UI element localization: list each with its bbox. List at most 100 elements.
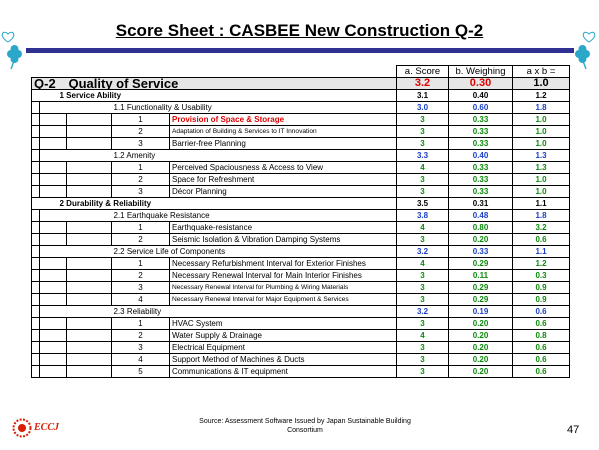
indent-cell: [31, 221, 40, 234]
product-cell: 1.0: [512, 137, 570, 150]
weighting-cell: 0.29: [448, 281, 513, 294]
product-cell: 1.2: [512, 89, 570, 102]
item-label: Earthquake-resistance: [169, 221, 397, 234]
table-row: 1 Perceived Spaciousness & Access to View…: [31, 161, 570, 174]
indent-cell: [39, 161, 67, 174]
indent-cell: [31, 161, 40, 174]
product-cell: 0.8: [512, 329, 570, 342]
indent-cell: [66, 161, 112, 174]
weighting-cell: 0.11: [448, 269, 513, 282]
weighting-cell: 0.20: [448, 365, 513, 378]
item-label: Water Supply & Drainage: [169, 329, 397, 342]
subcategory-label: 1.2 Amenity: [66, 149, 397, 162]
q2-code: Q-2: [31, 77, 67, 90]
item-number: 2: [111, 173, 170, 186]
product-cell: 1.1: [512, 245, 570, 258]
table-row: 2 Space for Refreshment 3 0.33 1.0: [31, 173, 570, 186]
product-cell: 0.6: [512, 341, 570, 354]
item-number: 2: [111, 269, 170, 282]
indent-cell: [39, 329, 67, 342]
indent-cell: [31, 173, 40, 186]
score-cell: 3: [396, 341, 449, 354]
subcategory-label: 2.2 Service Life of Components: [66, 245, 397, 258]
item-label: Barrier-free Planning: [169, 137, 397, 150]
indent-cell: [31, 113, 40, 126]
score-cell: 3: [396, 353, 449, 366]
table-row: 2 Seismic Isolation & Vibration Damping S…: [31, 233, 570, 246]
product-cell: 1.2: [512, 257, 570, 270]
product-cell: 0.9: [512, 281, 570, 294]
indent-cell: [66, 185, 112, 198]
item-label: Necessary Renewal Interval for Main Inte…: [169, 269, 397, 282]
product-cell: 0.6: [512, 305, 570, 318]
indent-cell: [66, 281, 112, 294]
score-cell: 3.2: [396, 245, 449, 258]
subcategory-row: 1.2 Amenity 3.3 0.40 1.3: [31, 149, 570, 162]
indent-cell: [39, 209, 67, 222]
item-number: 4: [111, 293, 170, 306]
weighting-cell: 0.20: [448, 233, 513, 246]
table-row: 5 Communications & IT equipment 3 0.20 0.6: [31, 365, 570, 378]
table-row: 4 Necessary Renewal Interval for Major Eq…: [31, 293, 570, 306]
indent-cell: [39, 185, 67, 198]
weighting-cell: 0.19: [448, 305, 513, 318]
weighting-cell: 0.20: [448, 341, 513, 354]
indent-cell: [39, 233, 67, 246]
product-cell: 1.0: [512, 173, 570, 186]
item-label: Electrical Equipment: [169, 341, 397, 354]
product-cell: 1.8: [512, 101, 570, 114]
q2-weighting: 0.30: [448, 77, 513, 90]
indent-cell: [39, 125, 67, 138]
score-cell: 3.1: [396, 89, 449, 102]
score-column-header: a. Score: [396, 65, 449, 78]
eccj-logo: ECCJ: [12, 418, 72, 440]
product-cell: 0.6: [512, 353, 570, 366]
item-number: 1: [111, 257, 170, 270]
item-label: Communications & IT equipment: [169, 365, 397, 378]
indent-cell: [31, 125, 40, 138]
item-number: 1: [111, 161, 170, 174]
score-cell: 3: [396, 173, 449, 186]
indent-cell: [31, 305, 40, 318]
subcategory-row: 1.1 Functionality & Usability 3.0 0.60 1.8: [31, 101, 570, 114]
score-cell: 3.0: [396, 101, 449, 114]
indent-cell: [39, 293, 67, 306]
indent-cell: [66, 353, 112, 366]
page-number: 47: [567, 424, 580, 436]
item-number: 2: [111, 125, 170, 138]
q2-summary-row: Q-2 Quality of Service 3.2 0.30 1.0: [31, 77, 570, 90]
indent-cell: [31, 185, 40, 198]
indent-cell: [39, 113, 67, 126]
table-row: 3 Décor Planning 3 0.33 1.0: [31, 185, 570, 198]
product-cell: 3.2: [512, 221, 570, 234]
item-label: Support Method of Machines & Ducts: [169, 353, 397, 366]
score-cell: 4: [396, 161, 449, 174]
header-row: a. Score b. Weighing a x b =: [31, 65, 570, 78]
title-rule: [26, 48, 574, 53]
clover-icon: [575, 31, 596, 70]
weighting-cell: 0.40: [448, 149, 513, 162]
score-cell: 4: [396, 257, 449, 270]
item-number: 3: [111, 281, 170, 294]
weighting-cell: 0.33: [448, 173, 513, 186]
indent-cell: [39, 353, 67, 366]
item-label: Adaptation of Building & Services to IT …: [169, 125, 397, 138]
score-cell: 3: [396, 365, 449, 378]
product-cell: 0.6: [512, 365, 570, 378]
weighting-cell: 0.20: [448, 317, 513, 330]
item-number: 4: [111, 353, 170, 366]
product-cell: 1.0: [512, 125, 570, 138]
score-cell: 3: [396, 317, 449, 330]
indent-cell: [31, 233, 40, 246]
table-row: 2 Adaptation of Building & Services to IT…: [31, 125, 570, 138]
category-row: 2 Durability & Reliability 3.5 0.31 1.1: [31, 197, 570, 210]
indent-cell: [31, 137, 40, 150]
indent-cell: [66, 293, 112, 306]
indent-cell: [39, 365, 67, 378]
table-row: 4 Support Method of Machines & Ducts 3 0.20…: [31, 353, 570, 366]
indent-cell: [31, 365, 40, 378]
indent-cell: [39, 281, 67, 294]
item-label: Space for Refreshment: [169, 173, 397, 186]
weighting-cell: 0.40: [448, 89, 513, 102]
indent-cell: [66, 341, 112, 354]
